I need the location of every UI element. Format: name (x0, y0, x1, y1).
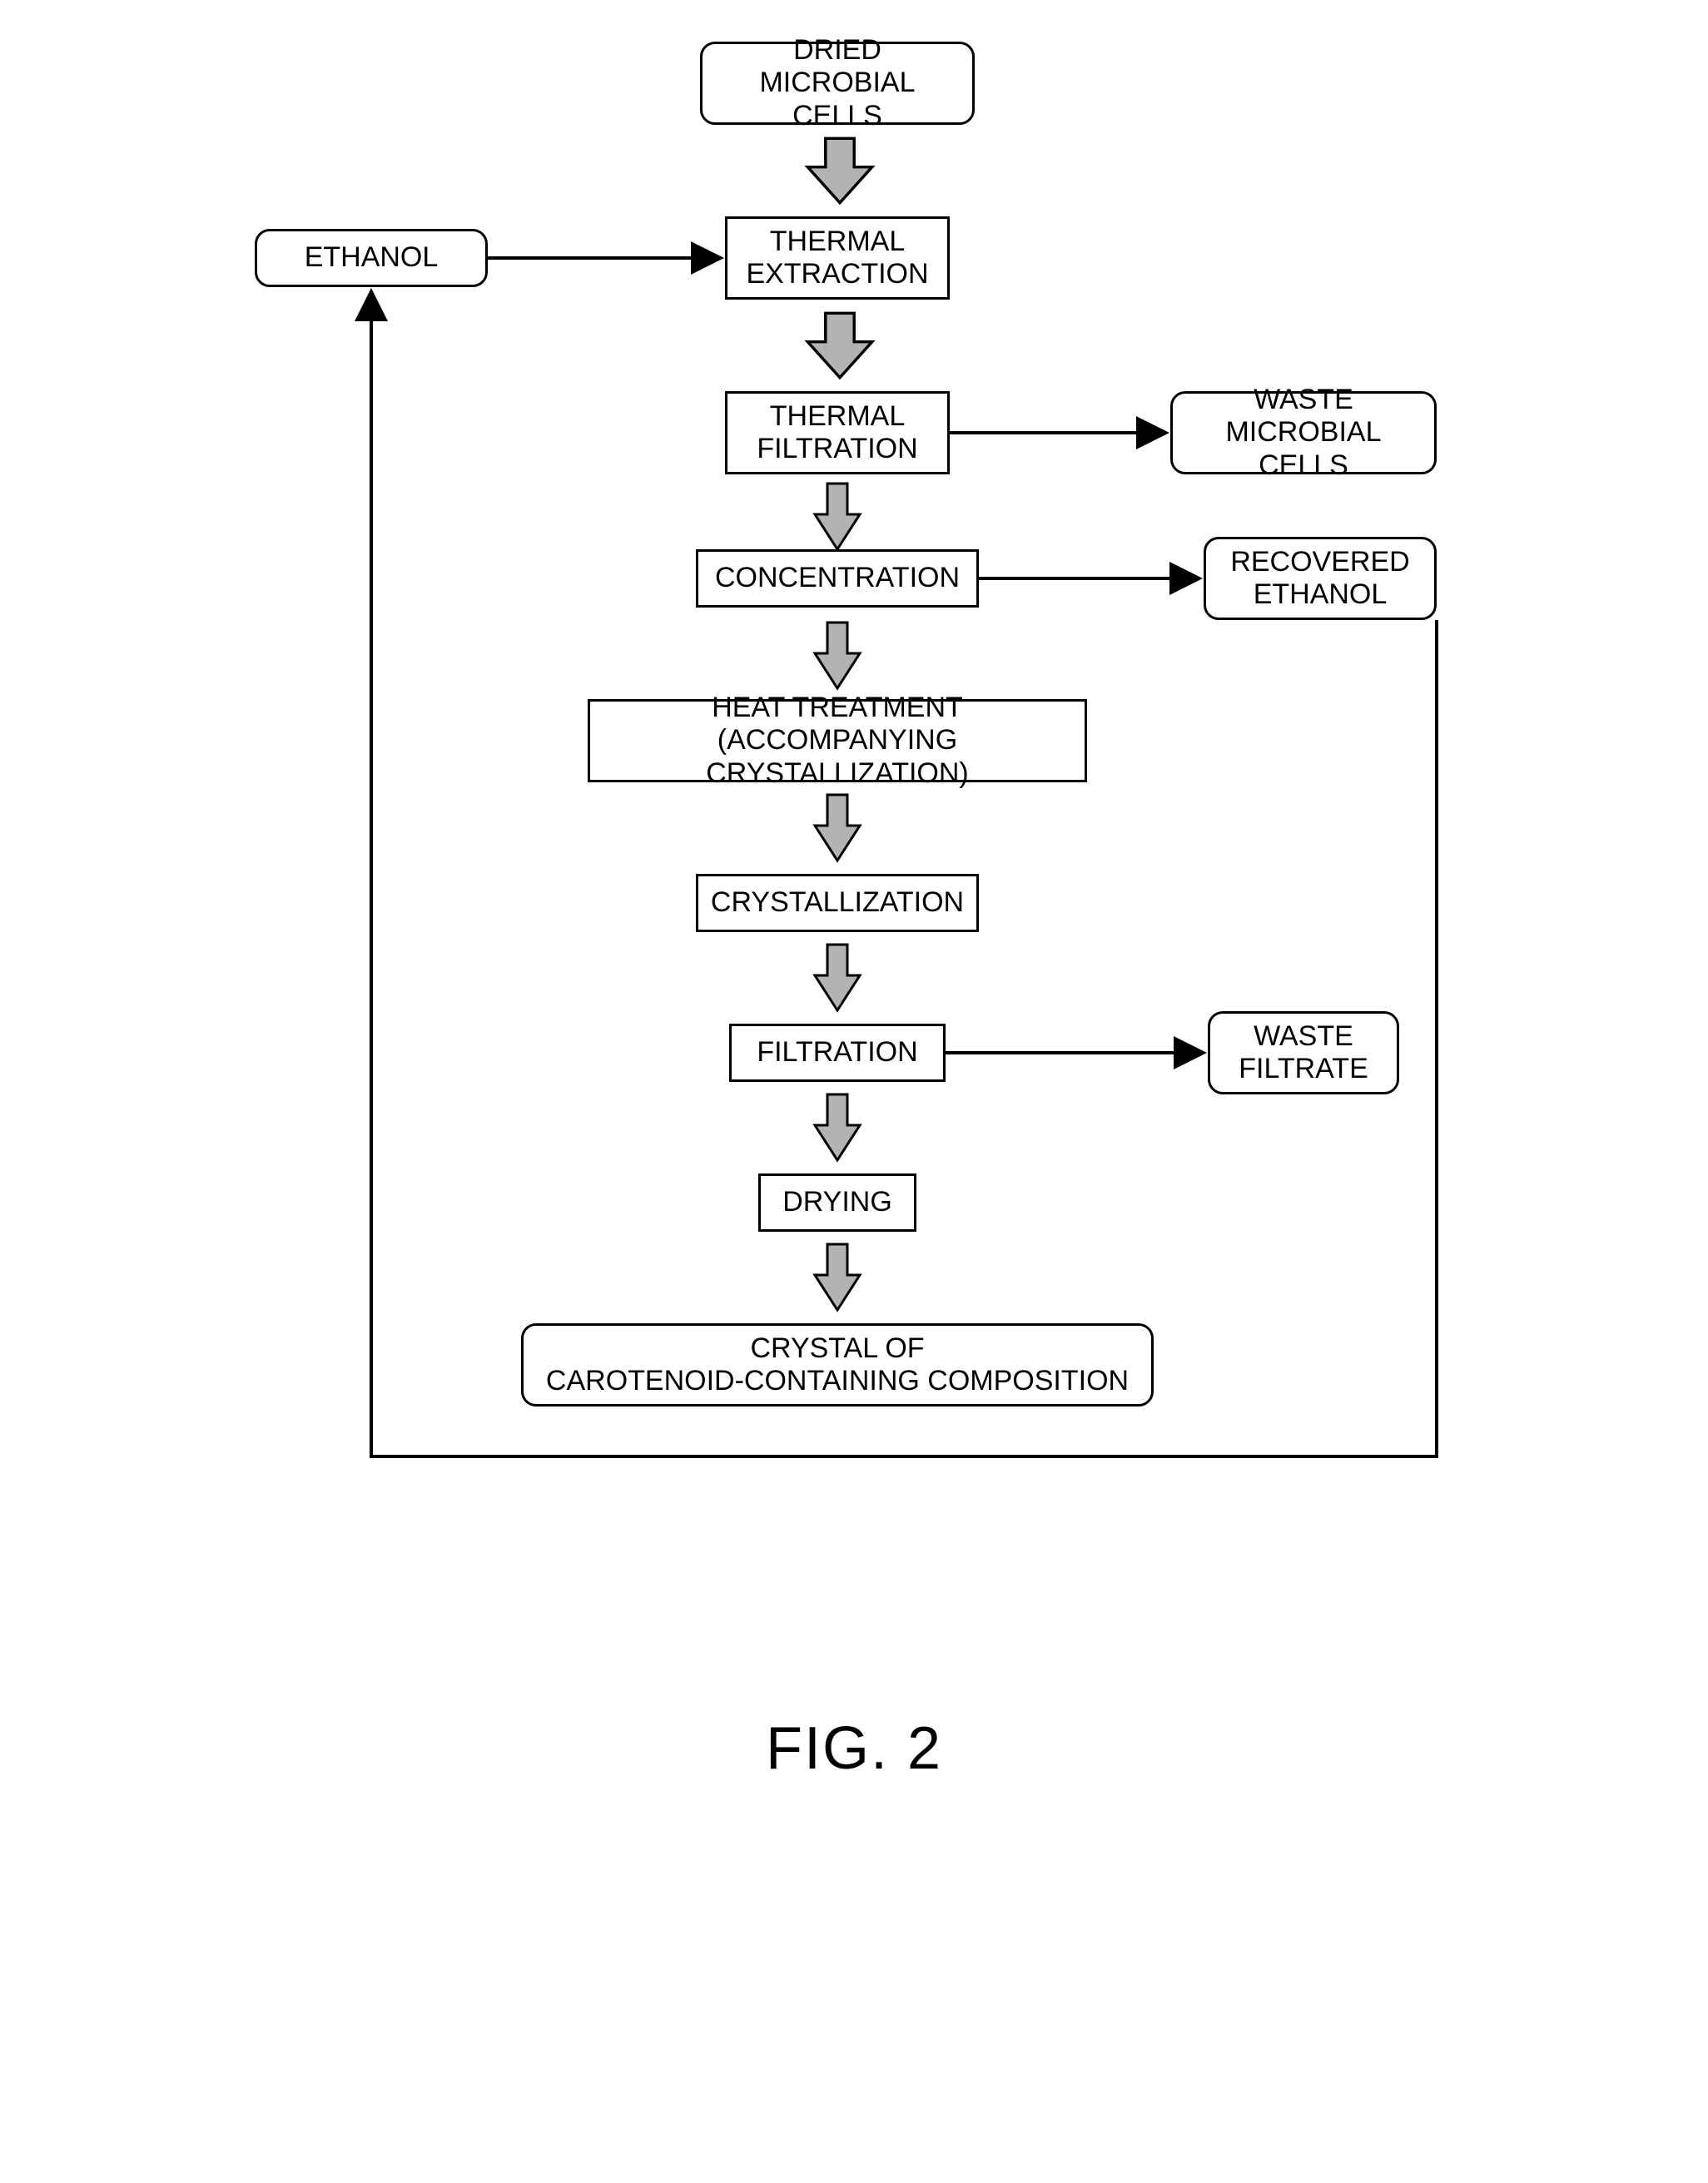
block-arrow-down-small (812, 1092, 862, 1163)
block-arrow-down-small (812, 792, 862, 863)
node-filtration: FILTRATION (729, 1024, 946, 1082)
figure-label: FIG. 2 (766, 1714, 942, 1783)
node-heat_treat: HEAT TREATMENT(ACCOMPANYING CRYSTALLIZAT… (588, 699, 1087, 782)
flowchart-diagram: DRIEDMICROBIAL CELLS THERMALEXTRACTION THE… (146, 42, 1562, 1665)
node-crystalliz: CRYSTALLIZATION (696, 874, 979, 932)
block-arrow-down-small (812, 942, 862, 1013)
node-waste_cells: WASTEMICROBIAL CELLS (1170, 391, 1437, 474)
block-arrow-down (804, 310, 876, 381)
node-drying: DRYING (758, 1173, 916, 1232)
node-rec_ethanol: RECOVEREDETHANOL (1204, 537, 1437, 620)
node-ethanol: ETHANOL (255, 229, 488, 287)
node-thermal_ext: THERMALEXTRACTION (725, 216, 950, 300)
block-arrow-down-small (812, 1242, 862, 1312)
node-start: DRIEDMICROBIAL CELLS (700, 42, 975, 125)
node-crystal: CRYSTAL OFCAROTENOID-CONTAINING COMPOSIT… (521, 1323, 1154, 1407)
node-concentration: CONCENTRATION (696, 549, 979, 608)
node-waste_filt: WASTEFILTRATE (1208, 1011, 1399, 1094)
block-arrow-down-small (812, 481, 862, 552)
node-thermal_filt: THERMALFILTRATION (725, 391, 950, 474)
block-arrow-down-small (812, 620, 862, 691)
block-arrow-down (804, 135, 876, 206)
